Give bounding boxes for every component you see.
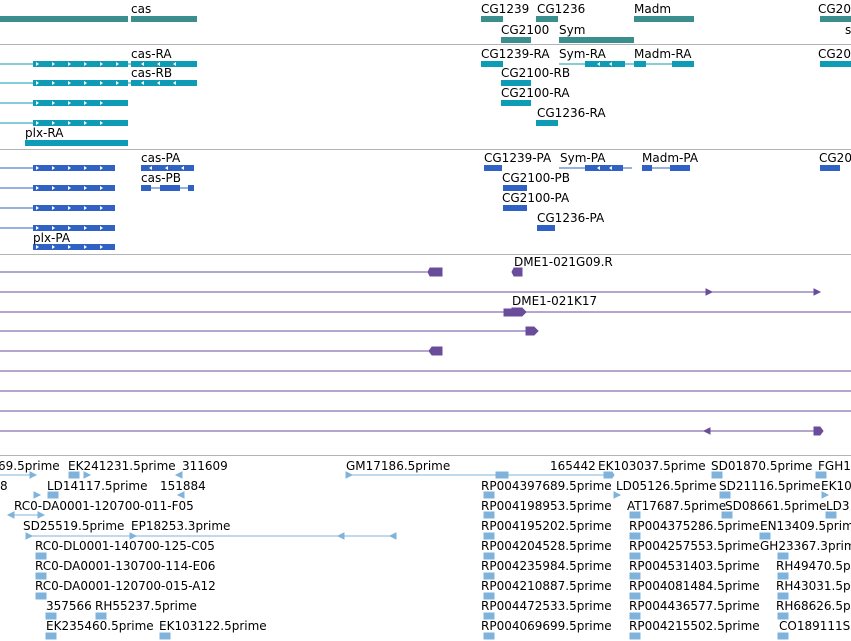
protein-label-cas-pb: cas-PB bbox=[141, 171, 182, 185]
est-track: 69.5prime EK241231.5prime 311609 GM17186… bbox=[0, 456, 851, 641]
est-label: LD3 bbox=[826, 499, 850, 513]
transcript-label-plx-ra: plx-RA bbox=[25, 126, 64, 140]
transcript-label-cg2100-rb: CG2100-RB bbox=[501, 66, 571, 80]
separator bbox=[0, 254, 851, 255]
est-label: FGH1 bbox=[818, 459, 851, 473]
est-label: EK103122.5prime bbox=[159, 619, 267, 633]
protein-label-cg2100-pb: CG2100-PB bbox=[502, 171, 571, 185]
separator bbox=[0, 44, 851, 45]
est-label: GM17186.5prime bbox=[346, 459, 451, 473]
est-label: RC0-DL0001-140700-125-C05 bbox=[35, 539, 215, 553]
separator bbox=[0, 455, 851, 456]
gene-label-cas: cas bbox=[131, 2, 152, 16]
est-label: 357566 bbox=[46, 599, 92, 613]
est-label: EK103037.5prime bbox=[598, 459, 706, 473]
est-label: 165442 bbox=[550, 459, 596, 473]
est-label: SD25519.5prime bbox=[23, 519, 125, 533]
est-label: RP004436577.5prime bbox=[629, 599, 760, 613]
gene-cg1239[interactable] bbox=[481, 16, 503, 22]
est-label: EK10 bbox=[821, 479, 851, 493]
gene-madm[interactable] bbox=[634, 16, 694, 22]
est-label: SD08661.5prime bbox=[725, 499, 827, 513]
protein-models[interactable] bbox=[0, 150, 851, 254]
est-label: SD21116.5prime bbox=[719, 479, 821, 493]
est-label: 69.5prime bbox=[0, 459, 60, 473]
est-label: RH49470.5pr bbox=[776, 559, 851, 573]
separator bbox=[0, 149, 851, 150]
est-label: AT17687.5prime bbox=[627, 499, 727, 513]
gene-label-fragment: s bbox=[845, 23, 851, 37]
est-label: RC0-DA0001-130700-114-E06 bbox=[35, 559, 216, 573]
est-label: RP004195202.5prime bbox=[481, 519, 612, 533]
est-alignments[interactable] bbox=[0, 456, 851, 641]
est-label: RC0-DA0001-120700-011-F05 bbox=[14, 499, 194, 513]
protein-label-cas-pa: cas-PA bbox=[141, 151, 181, 165]
transcript-label-cas-ra: cas-RA bbox=[131, 47, 172, 61]
gene-cg20[interactable] bbox=[820, 16, 851, 22]
transcript-label-cg20: CG20 bbox=[818, 47, 851, 61]
protein-track: cas-PA cas-PB plx-PA CG1239-PA Sym-PA Ma… bbox=[0, 150, 851, 254]
transcript-label-cg2100-ra: CG2100-RA bbox=[501, 86, 570, 100]
est-label: RP004069699.5prime bbox=[481, 619, 612, 633]
protein-label-cg1236-pa: CG1236-PA bbox=[537, 211, 605, 225]
clone-label-dme1-021k17: DME1-021K17 bbox=[512, 294, 598, 308]
gene-label-cg20: CG20 bbox=[818, 2, 851, 16]
gene-sym[interactable] bbox=[559, 37, 634, 43]
est-label: GH23367.3prime bbox=[760, 539, 851, 553]
est-label: EK235460.5prime bbox=[46, 619, 154, 633]
est-label: LD05126.5prime bbox=[616, 479, 717, 493]
protein-label-cg20: CG20 bbox=[819, 151, 851, 165]
gene-cas[interactable] bbox=[131, 16, 197, 22]
est-label: CO189111S bbox=[779, 619, 851, 633]
est-label: EN13409.5prime bbox=[760, 519, 851, 533]
est-label: RP004204528.5prime bbox=[481, 539, 612, 553]
est-label: RP004397689.5prime bbox=[481, 479, 612, 493]
transcript-label-cg1236-ra: CG1236-RA bbox=[537, 106, 606, 120]
est-label: LD14117.5prime bbox=[47, 479, 148, 493]
gene-label-cg1236: CG1236 bbox=[537, 2, 586, 16]
est-label: SD01870.5prime bbox=[711, 459, 813, 473]
gene-cas-left[interactable] bbox=[0, 16, 128, 22]
est-label: RP004235984.5prime bbox=[481, 559, 612, 573]
est-label: 8 bbox=[0, 479, 8, 493]
gene-label-sym: Sym bbox=[559, 23, 586, 37]
est-label: RP004198953.5prime bbox=[481, 499, 612, 513]
est-label: RP004215502.5prime bbox=[629, 619, 760, 633]
est-label: RP004531403.5prime bbox=[629, 559, 760, 573]
est-label: 311609 bbox=[182, 459, 228, 473]
protein-label-cg2100-pa: CG2100-PA bbox=[502, 191, 570, 205]
est-label: RH43031.5pr bbox=[776, 579, 851, 593]
est-label: RP004375286.5prime bbox=[629, 519, 760, 533]
est-label: RH68626.5pr bbox=[776, 599, 851, 613]
est-label: RH55237.5prime bbox=[95, 599, 197, 613]
clone-alignments[interactable] bbox=[0, 255, 851, 455]
gene-track: cas CG1239 CG1236 Madm CG20 CG2100 Sym s bbox=[0, 0, 851, 44]
est-label: RC0-DA0001-120700-015-A12 bbox=[35, 579, 216, 593]
transcript-label-madm-ra: Madm-RA bbox=[634, 47, 692, 61]
est-label: RP004081484.5prime bbox=[629, 579, 760, 593]
transcript-label-cg1239-ra: CG1239-RA bbox=[481, 47, 550, 61]
protein-label-plx-pa: plx-PA bbox=[33, 231, 71, 245]
transcript-label-sym-ra: Sym-RA bbox=[559, 47, 606, 61]
transcript-label-cas-rb: cas-RB bbox=[131, 66, 173, 80]
gene-label-madm: Madm bbox=[634, 2, 672, 16]
gene-cg1236[interactable] bbox=[536, 16, 558, 22]
protein-label-madm-pa: Madm-PA bbox=[642, 151, 699, 165]
est-label: RP004210887.5prime bbox=[481, 579, 612, 593]
est-label: EP18253.3prime bbox=[131, 519, 231, 533]
est-label: EK241231.5prime bbox=[68, 459, 176, 473]
protein-label-cg1239-pa: CG1239-PA bbox=[484, 151, 552, 165]
est-label: 151884 bbox=[160, 479, 206, 493]
clone-label-dme1-021g09: DME1-021G09.R bbox=[514, 255, 613, 269]
transcript-models[interactable] bbox=[0, 45, 851, 149]
protein-label-sym-pa: Sym-PA bbox=[560, 151, 606, 165]
clone-track: DME1-021G09.R DME1-021K17 bbox=[0, 255, 851, 455]
est-label: RP004472533.5prime bbox=[481, 599, 612, 613]
gene-label-cg1239: CG1239 bbox=[481, 2, 530, 16]
gene-label-cg2100: CG2100 bbox=[501, 23, 550, 37]
gene-cg2100[interactable] bbox=[501, 37, 531, 43]
est-label: RP004257553.5prime bbox=[629, 539, 760, 553]
transcript-track: cas-RA cas-RB plx-RA CG1239-RA Sym-RA Ma… bbox=[0, 45, 851, 149]
